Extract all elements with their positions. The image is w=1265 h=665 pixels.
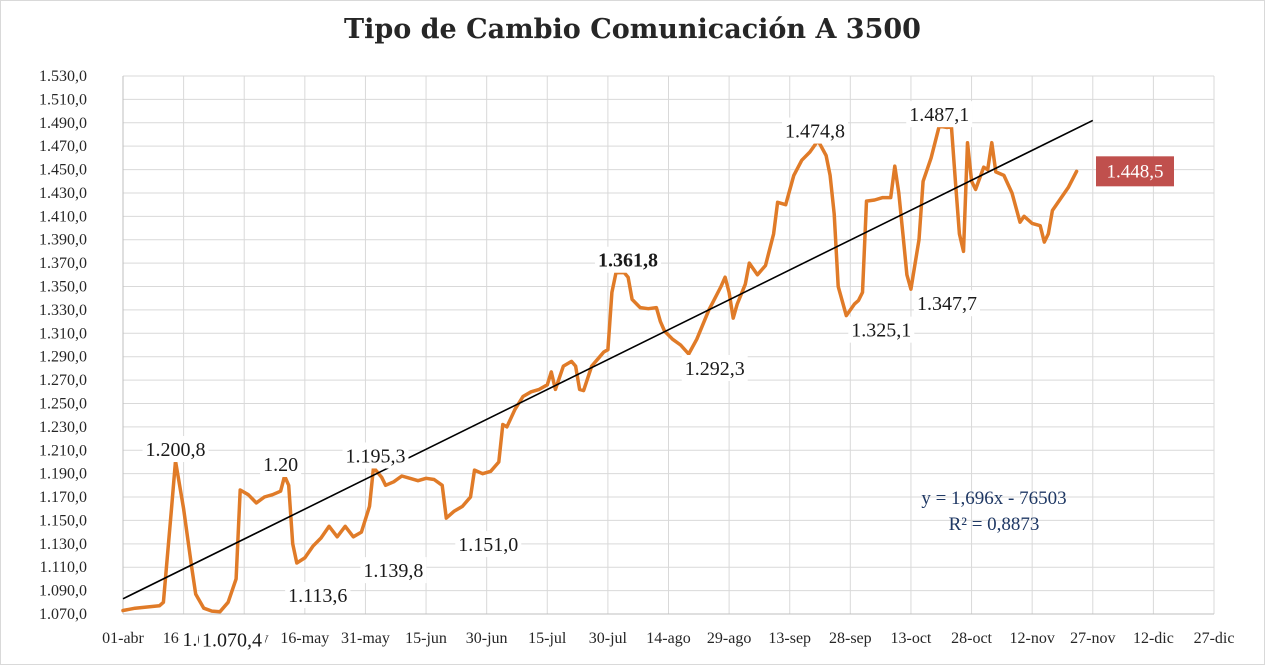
data-label-background bbox=[198, 626, 265, 653]
y-tick-label: 1.510,0 bbox=[39, 91, 87, 108]
y-tick-label: 1.210,0 bbox=[39, 442, 87, 459]
x-tick-label: 15-jun bbox=[405, 630, 447, 647]
x-tick-label: 15-jul bbox=[528, 630, 567, 647]
y-tick-label: 1.350,0 bbox=[39, 279, 87, 296]
x-tick-label: 27-dic bbox=[1194, 630, 1235, 647]
y-tick-label: 1.170,0 bbox=[39, 489, 87, 506]
data-label-text: 1.200,8 bbox=[146, 439, 206, 461]
data-label-background bbox=[913, 290, 980, 317]
y-tick-label: 1.250,0 bbox=[39, 395, 87, 412]
data-label: 1.474,8 bbox=[782, 117, 849, 144]
x-tick-label: 13-sep bbox=[768, 630, 811, 647]
trend-equation: y = 1,696x - 76503 bbox=[921, 488, 1066, 509]
data-label-text: 1.325,1 bbox=[851, 320, 911, 342]
y-tick-label: 1.070,0 bbox=[39, 606, 87, 623]
trend-line bbox=[122, 119, 1094, 600]
y-tick-label: 1.530,0 bbox=[39, 68, 87, 85]
r-squared: R² = 0,8873 bbox=[949, 514, 1040, 535]
y-tick-label: 1.430,0 bbox=[39, 185, 87, 202]
data-label: 1.361,8 bbox=[594, 246, 661, 273]
data-label-background bbox=[681, 355, 748, 382]
data-label: 1.195,3 bbox=[342, 442, 409, 469]
data-label-text: 1.347,7 bbox=[917, 293, 977, 315]
data-label: 1.139,8 bbox=[360, 557, 427, 584]
x-tick-label: 31-may bbox=[341, 630, 390, 647]
data-label-background bbox=[594, 246, 661, 273]
x-tick-label: 28-oct bbox=[951, 630, 992, 647]
y-tick-label: 1.330,0 bbox=[39, 302, 87, 319]
data-label-text: 1.292,3 bbox=[685, 358, 745, 380]
x-tick-label: 12-dic bbox=[1133, 630, 1174, 647]
data-label-text: 1.195,3 bbox=[346, 445, 406, 467]
data-label-background bbox=[260, 450, 302, 477]
y-tick-label: 1.110,0 bbox=[40, 559, 87, 576]
data-label-text: 1.487,1 bbox=[909, 104, 969, 126]
data-label-text: 1.151,0 bbox=[458, 534, 518, 556]
x-tick-label: 30-jul bbox=[589, 630, 628, 647]
data-label: 1.292,3 bbox=[681, 355, 748, 382]
data-label-text: 1.113,6 bbox=[288, 585, 347, 607]
y-tick-label: 1.230,0 bbox=[39, 419, 87, 436]
data-label: 1.070,4 bbox=[198, 626, 265, 653]
y-tick-label: 1.490,0 bbox=[39, 115, 87, 132]
y-tick-label: 1.390,0 bbox=[39, 232, 87, 249]
y-tick-label: 1.090,0 bbox=[39, 583, 87, 600]
x-tick-label: 16-may bbox=[280, 630, 329, 647]
x-tick-label: 13-oct bbox=[891, 630, 932, 647]
data-label-text: 1.139,8 bbox=[363, 560, 423, 582]
data-label-text: 1.20 bbox=[263, 454, 298, 476]
y-tick-label: 1.470,0 bbox=[39, 138, 87, 155]
x-tick-label: 12-nov bbox=[1010, 630, 1055, 647]
data-label-background bbox=[848, 316, 915, 343]
data-label-text: 1.474,8 bbox=[785, 121, 845, 143]
chart-title: Tipo de Cambio Comunicación A 3500 bbox=[344, 14, 921, 45]
data-label-background bbox=[142, 436, 209, 463]
last-value-background bbox=[1096, 156, 1174, 187]
x-tick-label: 01-abr bbox=[102, 630, 144, 647]
data-label: 1.325,1 bbox=[848, 316, 915, 343]
data-label: 1.113,6 bbox=[285, 582, 351, 609]
x-tick-label: 28-sep bbox=[829, 630, 872, 647]
data-label-background bbox=[906, 101, 973, 128]
data-label: 1.20 bbox=[260, 450, 302, 477]
data-label-text: 1.070,4 bbox=[202, 630, 262, 652]
last-value-text: 1.448,5 bbox=[1107, 161, 1164, 182]
y-tick-label: 1.190,0 bbox=[39, 466, 87, 483]
y-tick-label: 1.310,0 bbox=[39, 325, 87, 342]
y-tick-label: 1.450,0 bbox=[39, 162, 87, 179]
data-label-text: 1.361,8 bbox=[598, 250, 658, 272]
data-label-background bbox=[285, 582, 351, 609]
y-tick-label: 1.130,0 bbox=[39, 536, 87, 553]
data-label-background bbox=[782, 117, 849, 144]
x-tick-label: 27-nov bbox=[1070, 630, 1115, 647]
data-label: 1.347,7 bbox=[913, 290, 980, 317]
data-label: 1.200,8 bbox=[142, 436, 209, 463]
y-tick-label: 1.290,0 bbox=[39, 349, 87, 366]
x-tick-label: 29-ago bbox=[707, 630, 751, 647]
data-label-background bbox=[455, 531, 522, 558]
y-tick-label: 1.410,0 bbox=[39, 208, 87, 225]
last-value-badge: 1.448,5 bbox=[1096, 156, 1174, 187]
data-label: 1.151,0 bbox=[455, 531, 522, 558]
y-tick-label: 1.270,0 bbox=[39, 372, 87, 389]
x-tick-label: 30-jun bbox=[466, 630, 508, 647]
x-tick-label: 14-ago bbox=[646, 630, 690, 647]
exchange-rate-line bbox=[121, 124, 1079, 614]
data-label-background bbox=[360, 557, 427, 584]
y-tick-label: 1.370,0 bbox=[39, 255, 87, 272]
data-label-background bbox=[342, 442, 409, 469]
data-label: 1.487,1 bbox=[906, 101, 973, 128]
y-tick-label: 1.150,0 bbox=[39, 512, 87, 529]
